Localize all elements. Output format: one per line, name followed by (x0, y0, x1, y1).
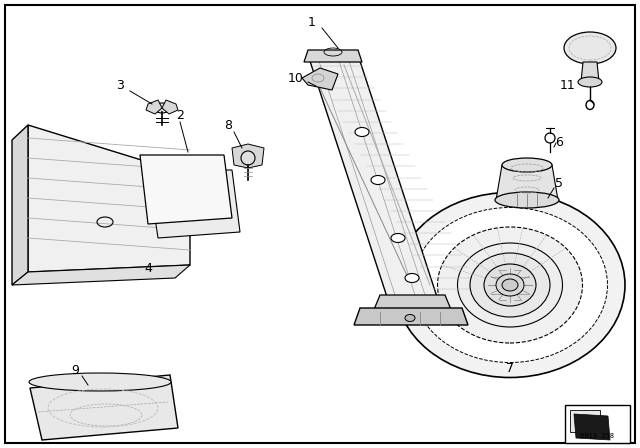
Ellipse shape (405, 273, 419, 283)
Ellipse shape (413, 207, 607, 362)
Text: 6: 6 (555, 135, 563, 148)
Polygon shape (146, 100, 162, 114)
Ellipse shape (29, 373, 171, 391)
Polygon shape (373, 295, 452, 312)
Polygon shape (570, 410, 600, 432)
Polygon shape (308, 55, 438, 300)
Ellipse shape (502, 158, 552, 172)
Text: 5: 5 (555, 177, 563, 190)
Ellipse shape (438, 227, 582, 343)
Text: 10: 10 (288, 72, 304, 85)
Polygon shape (12, 125, 28, 285)
Text: 8: 8 (224, 119, 232, 132)
Ellipse shape (355, 128, 369, 137)
Polygon shape (148, 170, 240, 238)
Polygon shape (302, 68, 338, 90)
Polygon shape (140, 155, 232, 224)
Ellipse shape (458, 243, 563, 327)
Ellipse shape (241, 151, 255, 165)
Polygon shape (162, 100, 178, 114)
Polygon shape (581, 62, 599, 82)
Text: 3: 3 (116, 78, 124, 91)
Ellipse shape (405, 314, 415, 322)
Polygon shape (354, 308, 468, 325)
Text: 7: 7 (506, 362, 514, 375)
Ellipse shape (484, 264, 536, 306)
Text: 9: 9 (71, 363, 79, 376)
Text: 4: 4 (144, 262, 152, 275)
Text: 2: 2 (176, 108, 184, 121)
Polygon shape (496, 165, 558, 200)
Polygon shape (232, 144, 264, 168)
Ellipse shape (154, 103, 170, 113)
Text: 0013 358: 0013 358 (580, 433, 614, 439)
Ellipse shape (395, 193, 625, 378)
Bar (565, 405, 630, 443)
Polygon shape (28, 125, 190, 272)
Ellipse shape (502, 279, 518, 291)
Polygon shape (574, 414, 610, 440)
Ellipse shape (470, 253, 550, 317)
Polygon shape (12, 265, 190, 285)
Ellipse shape (495, 192, 559, 208)
Text: 1: 1 (308, 16, 316, 29)
Ellipse shape (371, 176, 385, 185)
Polygon shape (304, 50, 362, 62)
Text: 11: 11 (560, 78, 576, 91)
Ellipse shape (496, 274, 524, 296)
Ellipse shape (391, 233, 405, 242)
Ellipse shape (321, 73, 335, 82)
Ellipse shape (564, 32, 616, 64)
Polygon shape (30, 375, 178, 440)
Ellipse shape (578, 77, 602, 87)
